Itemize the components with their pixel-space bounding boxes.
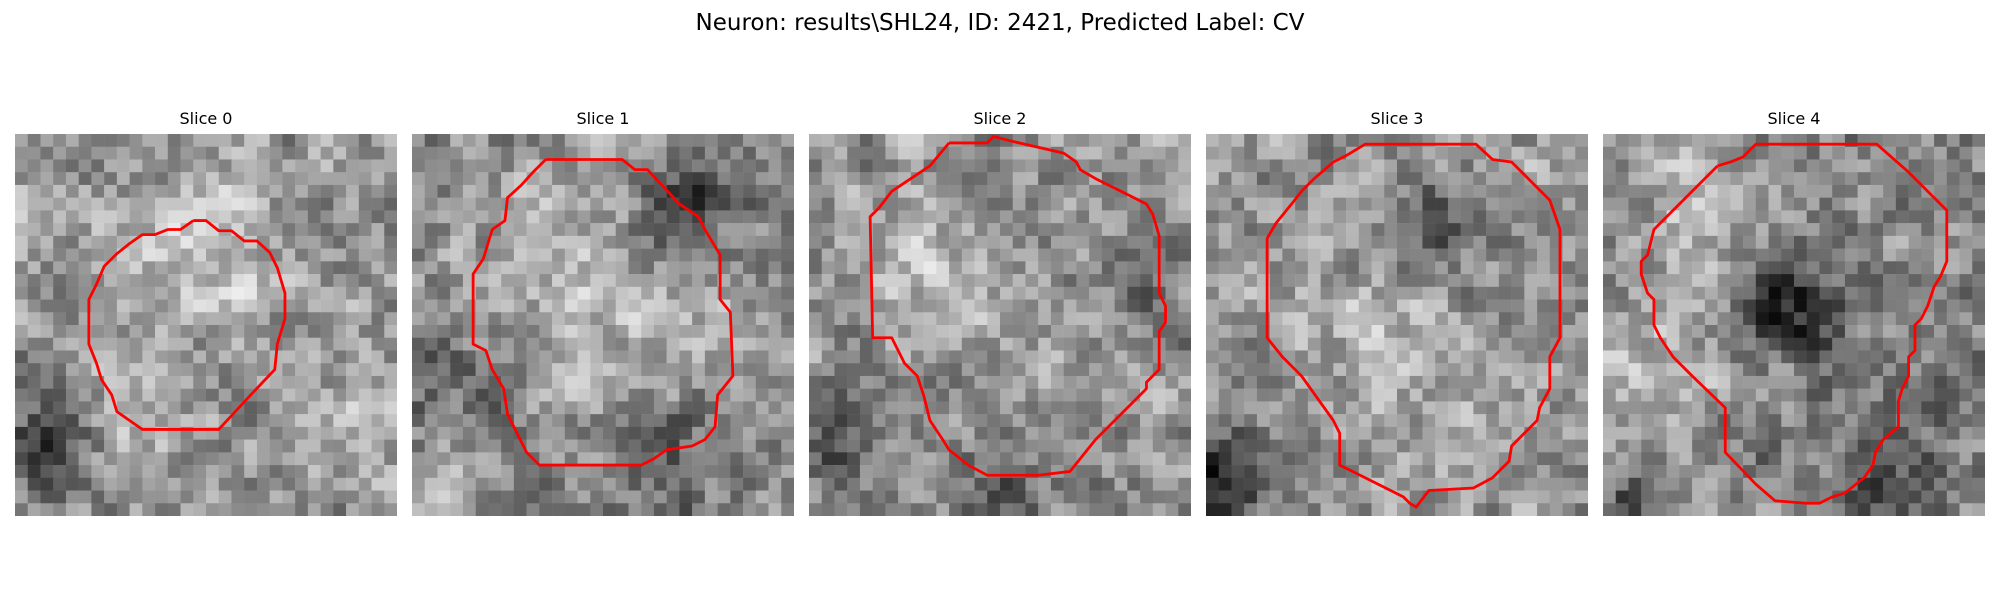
slice-title: Slice 2	[973, 109, 1027, 128]
slice-panel-4: Slice 4	[1603, 108, 1985, 520]
slice-image	[1206, 134, 1588, 516]
slice-panel-0: Slice 0	[15, 108, 397, 520]
slice-image	[412, 134, 794, 516]
cell-contour	[1639, 142, 1949, 505]
slice-title: Slice 1	[576, 109, 630, 128]
cell-contour	[868, 135, 1167, 477]
slice-title: Slice 0	[179, 109, 233, 128]
slice-title: Slice 3	[1370, 109, 1424, 128]
slice-panel-2: Slice 2	[809, 108, 1191, 520]
slice-image	[1603, 134, 1985, 516]
slice-image	[15, 134, 397, 516]
figure-title: Neuron: results\SHL24, ID: 2421, Predict…	[695, 10, 1305, 36]
slice-pixels	[15, 134, 397, 516]
slice-title: Slice 4	[1767, 109, 1821, 128]
cell-contour	[1265, 142, 1562, 509]
slice-panel-3: Slice 3	[1206, 108, 1588, 520]
slice-pixels	[1206, 134, 1588, 516]
slice-pixels	[412, 134, 794, 516]
slice-image	[809, 134, 1191, 516]
slice-pixels	[1603, 134, 1985, 516]
cell-contour	[471, 158, 735, 467]
slice-pixels	[809, 134, 1191, 516]
slice-panel-1: Slice 1	[412, 108, 794, 520]
cell-contour	[87, 219, 287, 431]
